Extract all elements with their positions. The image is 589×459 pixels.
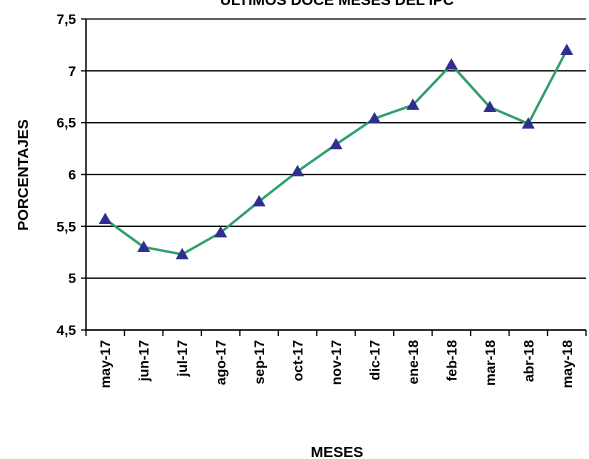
x-tick-label: dic-17 <box>366 340 382 381</box>
data-point-marker <box>291 164 305 177</box>
x-tick-label: mar-18 <box>482 340 498 386</box>
x-tick-label: abr-18 <box>520 340 536 382</box>
x-tick-label: oct-17 <box>290 340 306 381</box>
y-tick-label: 6,5 <box>57 115 77 131</box>
y-tick-label: 7,5 <box>57 11 77 27</box>
y-axis-label: PORCENTAJES <box>15 119 32 230</box>
chart-title: ÚLTIMOS DOCE MESES DEL IPC <box>220 0 454 9</box>
x-tick-label: ago-17 <box>213 340 229 385</box>
data-point-marker <box>329 137 343 150</box>
data-point-marker <box>98 212 112 224</box>
data-point-marker <box>444 58 458 70</box>
data-point-marker <box>406 98 420 110</box>
x-axis-label: MESES <box>311 444 364 459</box>
series-markers <box>98 43 574 260</box>
x-tick-label: jul-17 <box>174 340 190 378</box>
y-tick-label: 7 <box>68 63 76 79</box>
y-tick-label: 5 <box>68 270 76 286</box>
x-tick-label: ene-18 <box>405 340 421 385</box>
x-tick-label: may-18 <box>559 340 575 388</box>
y-tick-labels: 4,5 5 5,5 6 6,5 7 7,5 <box>57 11 77 338</box>
x-tick-label: sep-17 <box>251 340 267 385</box>
data-point-marker <box>367 112 381 124</box>
gridlines <box>81 18 586 331</box>
data-point-marker <box>175 247 189 260</box>
data-point-marker <box>483 100 497 112</box>
x-tick-label: jun-17 <box>136 340 152 382</box>
series-line <box>104 49 568 256</box>
plot-axes <box>85 19 587 336</box>
y-tick-label: 5,5 <box>57 218 77 234</box>
data-point-marker <box>137 240 151 252</box>
y-tick-label: 4,5 <box>57 322 77 338</box>
data-point-marker <box>214 226 228 238</box>
data-point-marker <box>252 194 266 207</box>
x-tick-label: may-17 <box>97 340 113 388</box>
x-tick-label: feb-18 <box>443 340 459 381</box>
y-tick-label: 6 <box>68 167 76 183</box>
data-point-marker <box>560 43 574 55</box>
x-tick-label: nov-17 <box>328 340 344 385</box>
series-line-path <box>104 49 568 256</box>
data-point-marker <box>521 117 535 129</box>
x-tick-labels: may-17 jun-17 jul-17 ago-17 sep-17 oct-17 nov-… <box>97 340 575 388</box>
